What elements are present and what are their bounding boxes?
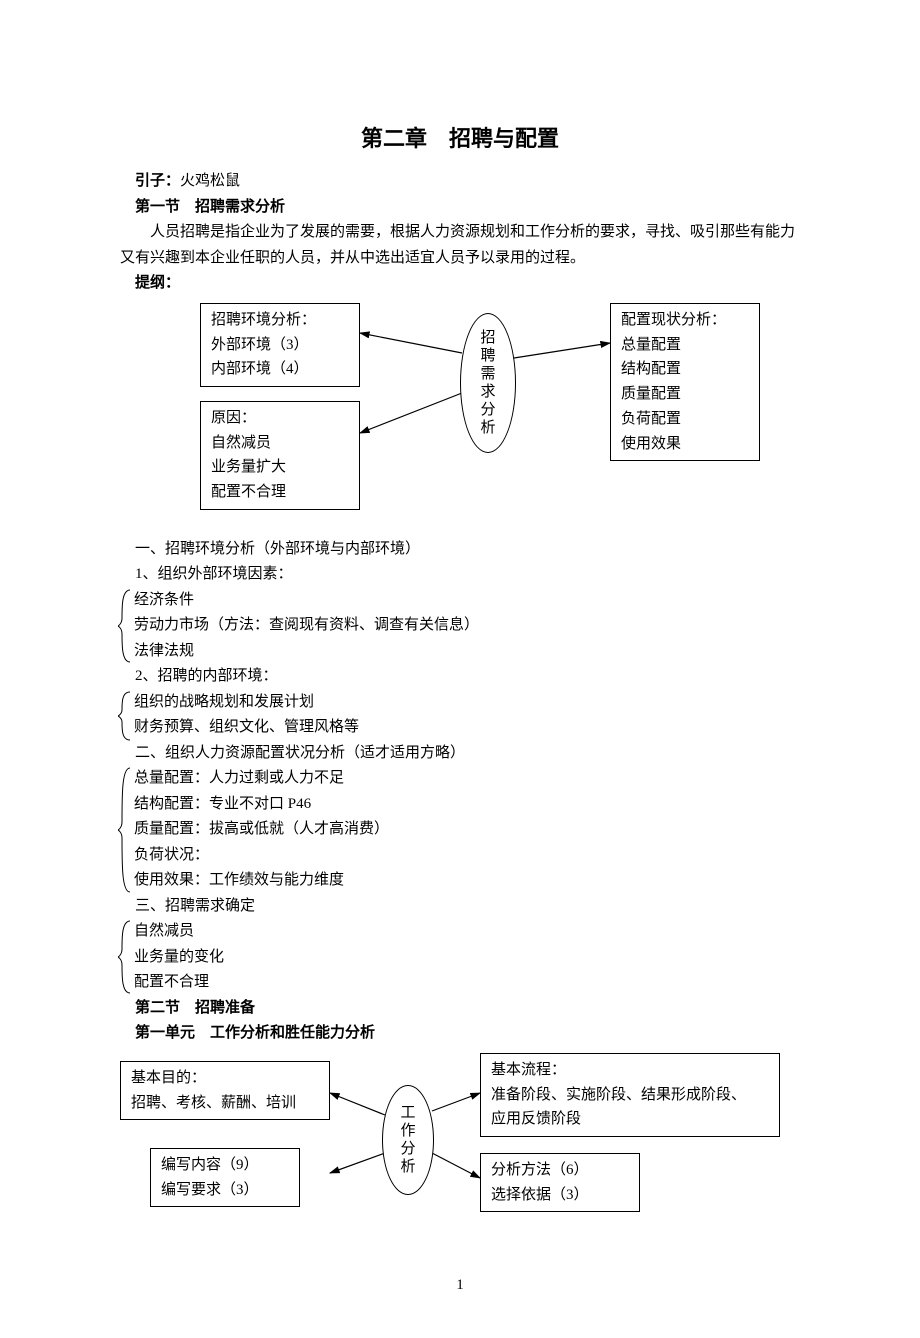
section1-heading: 第一节 招聘需求分析 [120, 195, 800, 221]
brace-item: 配置不合理 [134, 970, 800, 996]
box-line: 选择依据（3） [491, 1183, 629, 1208]
box-line: 内部环境（4） [211, 357, 349, 382]
heading-1-1-2: 2、招聘的内部环境： [120, 664, 800, 690]
brace-needs: 自然减员 业务量的变化 配置不合理 [120, 919, 800, 996]
heading-1-3: 三、招聘需求确定 [120, 894, 800, 920]
ellipse-label: 招聘需求分析 [480, 329, 495, 437]
box-line: 质量配置 [621, 382, 749, 407]
box-line: 分析方法（6） [491, 1158, 629, 1183]
brace-item: 自然减员 [134, 919, 800, 945]
brace-item: 质量配置：拔高或低就（人才高消费） [134, 817, 800, 843]
chapter-title: 第二章 招聘与配置 [120, 120, 800, 157]
box-line: 负荷配置 [621, 407, 749, 432]
box-basic-purpose: 基本目的： 招聘、考核、薪酬、培训 [120, 1061, 330, 1121]
box-line: 招聘、考核、薪酬、培训 [131, 1091, 319, 1116]
box-environment-analysis: 招聘环境分析： 外部环境（3） 内部环境（4） [200, 303, 360, 387]
box-line: 招聘环境分析： [211, 308, 349, 333]
ellipse-job-analysis: 工作分析 [382, 1085, 434, 1195]
brace-item: 总量配置：人力过剩或人力不足 [134, 766, 800, 792]
box-line: 编写要求（3） [161, 1178, 289, 1203]
box-line: 配置现状分析： [621, 308, 749, 333]
outline-label: 提纲： [120, 271, 800, 297]
brace-item: 负荷状况： [134, 843, 800, 869]
brace-item: 结构配置：专业不对口 P46 [134, 792, 800, 818]
brace-item: 经济条件 [134, 588, 800, 614]
box-analysis-method: 分析方法（6） 选择依据（3） [480, 1153, 640, 1213]
box-line: 结构配置 [621, 357, 749, 382]
box-line: 配置不合理 [211, 480, 349, 505]
box-line: 编写内容（9） [161, 1153, 289, 1178]
brace-item: 法律法规 [134, 639, 800, 665]
brace-item: 业务量的变化 [134, 945, 800, 971]
unit1-heading: 第一单元 工作分析和胜任能力分析 [120, 1021, 800, 1047]
ellipse-label: 工作分析 [400, 1104, 415, 1176]
brace-item: 财务预算、组织文化、管理风格等 [134, 715, 800, 741]
brace-config-status: 总量配置：人力过剩或人力不足 结构配置：专业不对口 P46 质量配置：拔高或低就… [120, 766, 800, 894]
ellipse-center: 招聘需求分析 [460, 313, 516, 453]
box-writing: 编写内容（9） 编写要求（3） [150, 1148, 300, 1208]
heading-1-1-1: 1、组织外部环境因素： [120, 562, 800, 588]
box-line: 总量配置 [621, 333, 749, 358]
box-line: 应用反馈阶段 [491, 1107, 769, 1132]
box-line: 基本目的： [131, 1066, 319, 1091]
box-line: 外部环境（3） [211, 333, 349, 358]
box-line: 基本流程： [491, 1058, 769, 1083]
heading-1-2: 二、组织人力资源配置状况分析（适才适用方略） [120, 741, 800, 767]
diagram-job-analysis: 基本目的： 招聘、考核、薪酬、培训 编写内容（9） 编写要求（3） 工作分析 基… [120, 1053, 800, 1223]
brace-item: 劳动力市场（方法：查阅现有资料、调查有关信息） [134, 613, 800, 639]
brace-external-factors: 经济条件 劳动力市场（方法：查阅现有资料、调查有关信息） 法律法规 [120, 588, 800, 665]
box-configuration-status: 配置现状分析： 总量配置 结构配置 质量配置 负荷配置 使用效果 [610, 303, 760, 462]
brace-item: 使用效果：工作绩效与能力维度 [134, 868, 800, 894]
box-line: 自然减员 [211, 431, 349, 456]
box-line: 使用效果 [621, 432, 749, 457]
section2-heading: 第二节 招聘准备 [120, 996, 800, 1022]
page-number: 1 [120, 1273, 800, 1299]
box-line: 准备阶段、实施阶段、结果形成阶段、 [491, 1083, 769, 1108]
diagram-recruitment-analysis: 招聘环境分析： 外部环境（3） 内部环境（4） 原因： 自然减员 业务量扩大 配… [120, 303, 800, 513]
intro-label: 引子： [135, 173, 180, 189]
heading-1-1: 一、招聘环境分析（外部环境与内部环境） [120, 537, 800, 563]
box-line: 原因： [211, 406, 349, 431]
box-reasons: 原因： 自然减员 业务量扩大 配置不合理 [200, 401, 360, 510]
brace-internal-factors: 组织的战略规划和发展计划 财务预算、组织文化、管理风格等 [120, 690, 800, 741]
box-basic-process: 基本流程： 准备阶段、实施阶段、结果形成阶段、 应用反馈阶段 [480, 1053, 780, 1137]
box-line: 业务量扩大 [211, 455, 349, 480]
brace-item: 组织的战略规划和发展计划 [134, 690, 800, 716]
intro-line: 引子：火鸡松鼠 [120, 169, 800, 195]
section1-paragraph: 人员招聘是指企业为了发展的需要，根据人力资源规划和工作分析的要求，寻找、吸引那些… [120, 220, 800, 271]
intro-text: 火鸡松鼠 [180, 173, 240, 189]
